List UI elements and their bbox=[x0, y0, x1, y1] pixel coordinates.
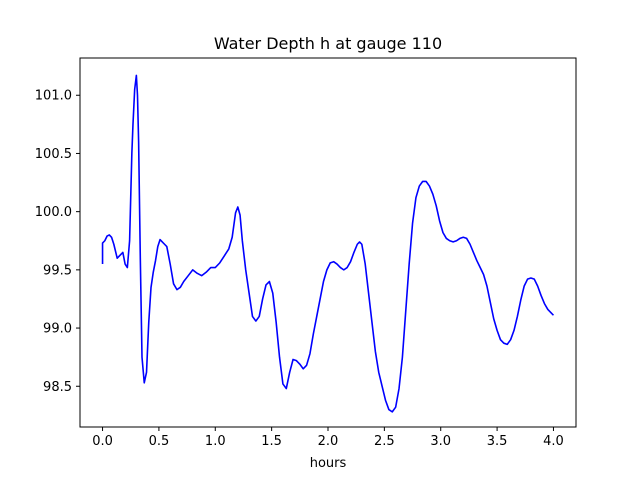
x-tick-label: 1.0 bbox=[205, 434, 226, 449]
y-tick-label: 101.0 bbox=[35, 89, 72, 104]
x-tick-label: 2.5 bbox=[374, 434, 395, 449]
x-tick-label: 2.0 bbox=[318, 434, 339, 449]
series-line-0 bbox=[101, 74, 555, 413]
x-axis-label: hours bbox=[310, 456, 347, 471]
x-tick-label: 3.5 bbox=[487, 434, 508, 449]
y-tick-label: 100.5 bbox=[35, 147, 72, 162]
y-tick-label: 99.5 bbox=[43, 263, 72, 278]
x-tick-label: 4.0 bbox=[543, 434, 564, 449]
chart-title: Water Depth h at gauge 110 bbox=[214, 34, 442, 53]
x-tick-label: 3.0 bbox=[430, 434, 451, 449]
y-tick-label: 100.0 bbox=[35, 205, 72, 220]
y-tick-label: 99.0 bbox=[43, 322, 72, 337]
x-tick-label: 1.5 bbox=[261, 434, 282, 449]
x-tick-label: 0.0 bbox=[92, 434, 113, 449]
x-tick-label: 0.5 bbox=[149, 434, 170, 449]
axes-frame bbox=[79, 57, 577, 428]
y-tick-label: 98.5 bbox=[43, 380, 72, 395]
plot-area: 0.0 0.5 1.0 1.5 2.0 2.5 3.0 3.5 4.0 98.5 99.0 99.5 1… bbox=[35, 57, 577, 449]
